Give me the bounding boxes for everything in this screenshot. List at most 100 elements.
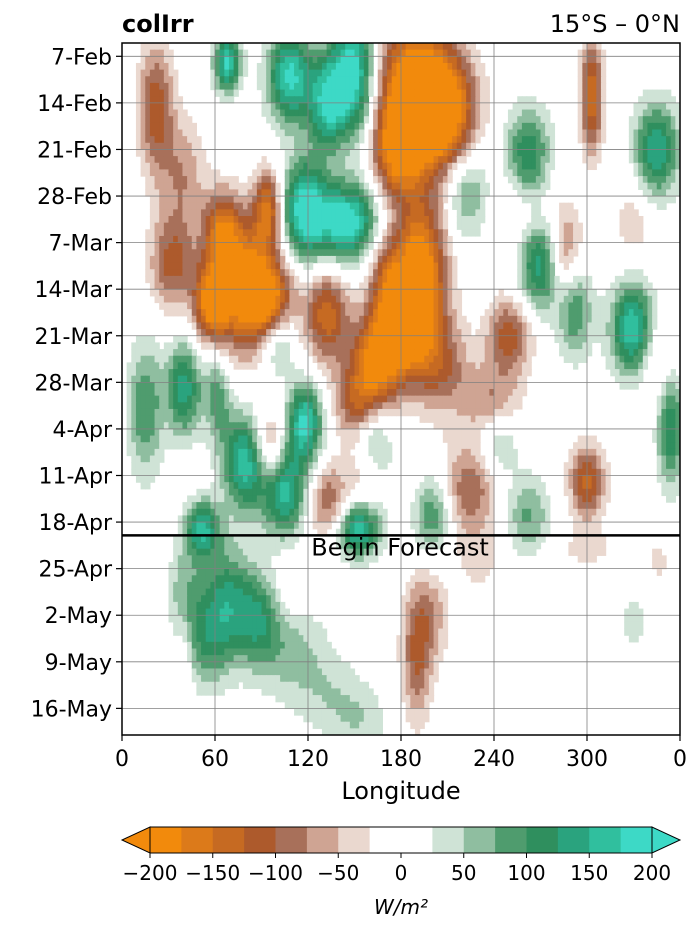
heatmap-cell <box>256 335 263 344</box>
heatmap-cell <box>554 282 560 290</box>
heatmap-cell <box>340 116 346 124</box>
heatmap-cell <box>159 222 165 230</box>
heatmap-cell <box>294 62 300 71</box>
heatmap-cell <box>149 262 156 270</box>
heatmap-cell <box>387 335 393 344</box>
heatmap-cell <box>638 322 644 330</box>
heatmap-cell <box>414 375 421 383</box>
heatmap-cell <box>670 189 676 197</box>
heatmap-cell <box>140 455 146 463</box>
heatmap-cell <box>661 149 667 157</box>
heatmap-cell <box>345 329 351 337</box>
heatmap-cell <box>345 69 351 77</box>
heatmap-cell <box>675 402 680 410</box>
heatmap-cell <box>168 222 174 230</box>
heatmap-cell <box>628 309 635 317</box>
heatmap-cell <box>377 382 383 390</box>
heatmap-cell <box>284 262 290 270</box>
heatmap-cell <box>308 122 314 131</box>
heatmap-cell <box>270 435 277 443</box>
heatmap-cell <box>377 96 383 104</box>
heatmap-cell <box>377 329 383 337</box>
heatmap-cell <box>177 428 184 437</box>
heatmap-cell <box>531 176 537 184</box>
heatmap-cell <box>205 169 211 177</box>
heatmap-cell <box>335 62 342 71</box>
heatmap-cell <box>219 249 225 257</box>
heatmap-cell <box>624 235 630 244</box>
heatmap-cell <box>456 302 463 310</box>
heatmap-cell <box>340 302 346 310</box>
heatmap-cell <box>433 349 439 357</box>
heatmap-cell <box>587 96 593 104</box>
heatmap-cell <box>577 342 583 350</box>
heatmap-cell <box>470 96 476 104</box>
heatmap-cell <box>270 202 277 210</box>
heatmap-cell <box>642 182 649 190</box>
heatmap-cell <box>410 56 416 64</box>
heatmap-cell <box>284 162 290 171</box>
heatmap-cell <box>308 335 314 344</box>
heatmap-cell <box>456 109 463 117</box>
heatmap-cell <box>168 129 174 137</box>
heatmap-cell <box>196 402 202 410</box>
heatmap-cell <box>256 249 263 257</box>
heatmap-cell <box>503 149 509 157</box>
heatmap-cell <box>354 116 360 124</box>
heatmap-cell <box>656 156 662 164</box>
heatmap-cell <box>196 162 202 171</box>
heatmap-cell <box>275 255 281 264</box>
heatmap-cell <box>340 335 346 344</box>
heatmap-cell <box>377 189 383 197</box>
heatmap-cell <box>377 322 383 330</box>
heatmap-cell <box>363 349 370 357</box>
heatmap-cell <box>587 69 593 77</box>
heatmap-cell <box>373 129 379 137</box>
heatmap-cell <box>470 375 476 383</box>
heatmap-cell <box>224 342 230 350</box>
heatmap-cell <box>284 102 290 111</box>
heatmap-cell <box>545 182 551 190</box>
heatmap-cell <box>484 96 490 104</box>
heatmap-cell <box>256 302 263 310</box>
heatmap-cell <box>335 189 342 197</box>
heatmap-cell <box>559 349 565 357</box>
heatmap-cell <box>312 176 318 184</box>
heatmap-cell <box>545 262 551 270</box>
heatmap-cell <box>312 329 318 337</box>
heatmap-cell <box>433 162 439 171</box>
heatmap-cell <box>173 369 179 377</box>
heatmap-cell <box>335 242 342 250</box>
heatmap-cell <box>201 216 207 224</box>
heatmap-cell <box>652 302 658 310</box>
heatmap-cell <box>410 129 416 137</box>
heatmap-cell <box>396 49 402 57</box>
heatmap-cell <box>568 222 574 230</box>
heatmap-cell <box>503 129 509 137</box>
heatmap-cell <box>210 428 216 437</box>
heatmap-cell <box>624 275 630 284</box>
heatmap-cell <box>224 302 230 310</box>
heatmap-cell <box>349 216 356 224</box>
heatmap-cell <box>354 389 360 397</box>
heatmap-cell <box>126 435 132 443</box>
heatmap-cell <box>424 96 430 104</box>
heatmap-cell <box>642 335 649 344</box>
heatmap-cell <box>326 176 332 184</box>
heatmap-cell <box>442 408 449 417</box>
heatmap-cell <box>321 89 328 97</box>
heatmap-cell <box>373 96 379 104</box>
heatmap-cell <box>461 49 467 57</box>
heatmap-cell <box>591 96 597 104</box>
heatmap-cell <box>321 422 328 430</box>
heatmap-cell <box>456 129 463 137</box>
heatmap-cell <box>340 235 346 244</box>
heatmap-cell <box>135 89 142 97</box>
heatmap-cell <box>345 96 351 104</box>
heatmap-cell <box>201 249 207 257</box>
heatmap-cell <box>438 349 444 357</box>
heatmap-cell <box>196 149 202 157</box>
heatmap-cell <box>600 335 607 344</box>
heatmap-cell <box>628 282 635 290</box>
heatmap-cell <box>419 216 425 224</box>
